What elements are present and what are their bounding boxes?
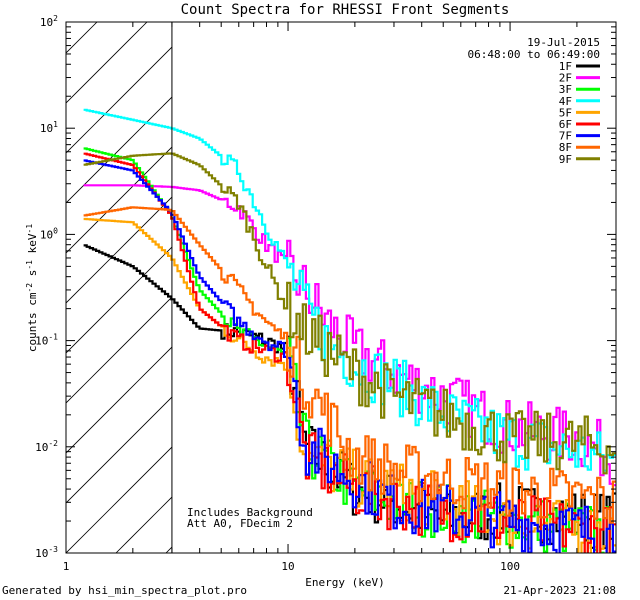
legend-label-2F: 2F	[559, 72, 572, 85]
x-axis-label: Energy (keV)	[305, 576, 384, 589]
legend-label-7F: 7F	[559, 130, 572, 143]
y-label-sup-b: -1	[25, 260, 34, 270]
background-hatched-region	[66, 0, 640, 553]
y-label-part-c: keV	[26, 233, 39, 260]
hatch-line	[216, 0, 640, 553]
y-tick-label: 101	[40, 120, 58, 135]
legend-label-5F: 5F	[559, 106, 572, 119]
y-tick-label: 10-2	[35, 439, 58, 454]
y-label-sup-c: -1	[25, 224, 34, 234]
legend-label-9F: 9F	[559, 153, 572, 166]
hatch-line	[66, 96, 172, 204]
hatch-line	[66, 446, 172, 553]
y-label-part-b: s	[26, 270, 39, 283]
legend-label-6F: 6F	[559, 118, 572, 131]
x-axis-ticks: 1 10 100	[63, 22, 617, 573]
hatch-line	[66, 22, 98, 54]
annotation-attenuator: Att A0, FDecim 2	[187, 517, 293, 530]
series-line-4F	[83, 108, 616, 472]
y-tick-label: 10-3	[35, 545, 58, 560]
series-line-5F	[83, 217, 616, 553]
y-tick-label: 10-1	[35, 333, 58, 348]
series-line-2F	[83, 184, 616, 487]
y-axis-label: counts cm-2 s-1 keV-1	[25, 224, 39, 352]
hatch-line	[66, 22, 148, 104]
legend-label-1F: 1F	[559, 60, 572, 73]
annotation-background: Includes Background	[187, 506, 313, 519]
series-line-8F	[83, 206, 616, 524]
legend-label-4F: 4F	[559, 95, 572, 108]
hatch-line	[66, 396, 172, 504]
y-label-part-a: counts cm	[26, 292, 39, 352]
observation-time-range: 06:48:00 to 06:49:00	[468, 48, 600, 61]
hatch-line	[66, 296, 172, 404]
hatch-line	[66, 346, 172, 454]
legend-label-3F: 3F	[559, 83, 572, 96]
y-tick-label: 100	[40, 226, 58, 241]
x-tick-label: 1	[63, 560, 70, 573]
hatch-line	[66, 46, 172, 154]
series-line-1F	[83, 244, 616, 549]
footer-generator: Generated by hsi_min_spectra_plot.pro	[2, 584, 247, 597]
plot-frame	[65, 21, 617, 554]
chart-title: Count Spectra for RHESSI Front Segments	[181, 2, 510, 18]
series-group	[83, 108, 616, 553]
y-label-sup-a: -2	[25, 283, 34, 293]
y-tick-label: 102	[40, 14, 58, 29]
legend-label-8F: 8F	[559, 141, 572, 154]
x-tick-label: 100	[500, 560, 520, 573]
hatch-line	[66, 196, 172, 304]
footer-timestamp: 21-Apr-2023 21:08	[503, 584, 616, 597]
observation-date: 19-Jul-2015	[527, 36, 600, 49]
y-axis-ticks: 10-3 10-2 10-1 100 101 102	[35, 14, 616, 560]
x-tick-label: 10	[281, 560, 294, 573]
series-line-9F	[83, 152, 616, 475]
